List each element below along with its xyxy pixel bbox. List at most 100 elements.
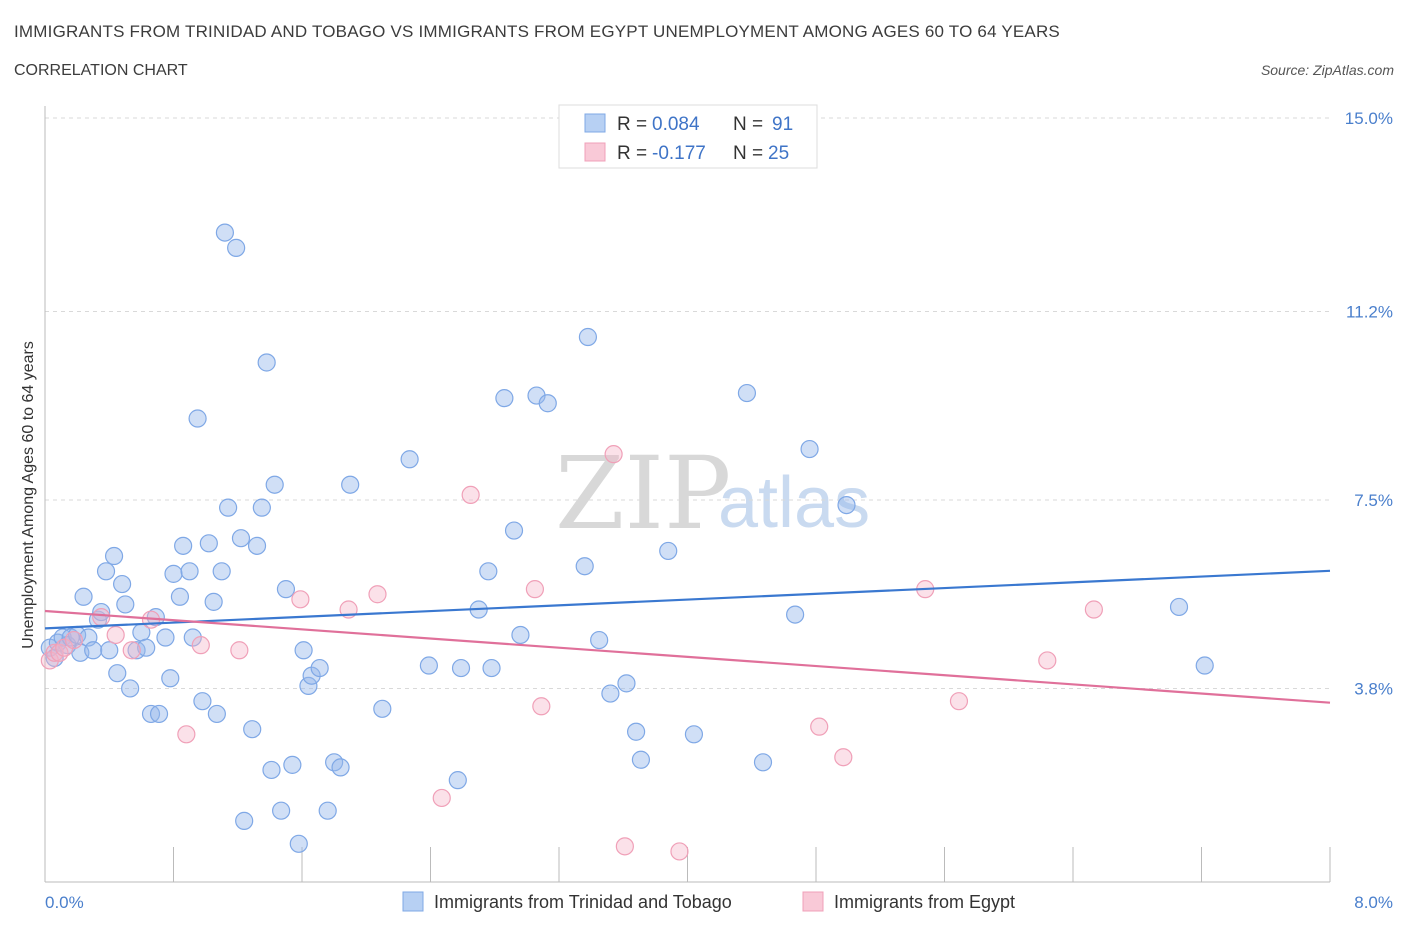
point-eg bbox=[461, 485, 480, 505]
point-eg bbox=[106, 625, 125, 645]
point-tt bbox=[601, 684, 620, 703]
point-tt bbox=[262, 760, 281, 780]
watermark-atlas: atlas bbox=[718, 463, 870, 543]
point-tt bbox=[243, 720, 262, 739]
point-tt bbox=[116, 595, 135, 614]
axes bbox=[44, 106, 1331, 883]
trend-line-tt bbox=[44, 569, 1331, 630]
legend-n-value: 25 bbox=[768, 143, 789, 164]
point-tt bbox=[164, 564, 183, 583]
point-tt bbox=[174, 536, 193, 555]
point-tt bbox=[265, 475, 284, 494]
point-tt bbox=[146, 608, 165, 627]
legend-n-label: N = bbox=[733, 114, 763, 135]
point-tt bbox=[180, 562, 199, 581]
point-tt bbox=[161, 669, 180, 688]
point-eg bbox=[949, 692, 969, 711]
legend-r-value: -0.177 bbox=[652, 143, 706, 164]
point-tt bbox=[289, 834, 308, 853]
bottom-legend-label-eg: Immigrants from Egypt bbox=[834, 892, 1015, 912]
point-tt bbox=[495, 389, 514, 408]
point-tt bbox=[631, 750, 651, 769]
legend-r-label: R = bbox=[617, 143, 647, 164]
point-tt bbox=[204, 592, 223, 611]
point-tt bbox=[276, 580, 296, 599]
series-trinidad-tobago bbox=[40, 223, 1214, 853]
point-tt bbox=[247, 536, 267, 555]
point-tt bbox=[479, 562, 498, 581]
point-tt bbox=[659, 541, 678, 561]
point-tt bbox=[272, 801, 291, 820]
point-tt bbox=[257, 353, 276, 372]
point-tt bbox=[737, 383, 757, 403]
point-tt bbox=[373, 699, 392, 718]
point-eg bbox=[177, 725, 196, 744]
point-eg bbox=[64, 630, 84, 650]
source-credit: Source: ZipAtlas.com bbox=[1260, 62, 1394, 78]
point-tt bbox=[538, 394, 557, 413]
y-tick-label: 11.2% bbox=[1346, 303, 1393, 322]
point-tt bbox=[753, 753, 773, 772]
point-tt bbox=[137, 638, 156, 657]
point-tt bbox=[318, 801, 337, 820]
y-tick-label: 3.8% bbox=[1354, 679, 1393, 698]
point-tt bbox=[283, 755, 302, 774]
point-tt bbox=[74, 587, 93, 606]
point-eg bbox=[810, 717, 829, 736]
point-eg bbox=[432, 788, 451, 808]
point-tt bbox=[511, 625, 530, 645]
y-tick-label: 7.5% bbox=[1354, 491, 1393, 510]
watermark-zip: ZIP bbox=[555, 435, 731, 552]
point-eg bbox=[92, 608, 111, 627]
point-tt bbox=[112, 574, 132, 594]
point-eg bbox=[50, 643, 69, 662]
point-tt bbox=[299, 676, 318, 696]
point-eg bbox=[1084, 600, 1103, 619]
point-tt bbox=[104, 546, 124, 566]
point-tt bbox=[617, 674, 636, 693]
grid bbox=[45, 117, 1330, 689]
point-tt bbox=[331, 758, 350, 777]
x-tick-label: 8.0% bbox=[1354, 893, 1393, 912]
point-tt bbox=[448, 771, 467, 790]
point-tt bbox=[294, 641, 313, 660]
point-tt bbox=[684, 725, 704, 744]
point-tt bbox=[84, 641, 103, 660]
series-legend: Immigrants from Trinidad and Tobago Immi… bbox=[402, 891, 1015, 912]
legend-n-label: N = bbox=[733, 143, 763, 164]
legend-r-label: R = bbox=[617, 114, 647, 135]
point-tt bbox=[786, 605, 805, 624]
point-tt bbox=[590, 630, 609, 650]
point-tt bbox=[800, 439, 819, 459]
point-tt bbox=[188, 409, 207, 428]
point-tt bbox=[193, 692, 212, 711]
point-tt bbox=[1169, 597, 1189, 617]
point-tt bbox=[219, 498, 238, 517]
watermark: ZIP atlas bbox=[555, 435, 870, 552]
point-eg bbox=[604, 445, 623, 464]
point-eg bbox=[122, 641, 141, 660]
point-eg bbox=[834, 748, 853, 767]
legend-swatch-tt bbox=[584, 113, 606, 133]
point-eg bbox=[291, 590, 310, 609]
point-tt bbox=[156, 628, 175, 647]
y-tick-labels: 3.8% 7.5% 11.2% 15.0% bbox=[1345, 109, 1393, 698]
point-tt bbox=[310, 658, 329, 678]
point-eg bbox=[615, 837, 634, 856]
point-tt bbox=[121, 679, 140, 698]
point-tt bbox=[231, 529, 251, 548]
point-tt bbox=[207, 704, 226, 724]
point-tt bbox=[451, 658, 471, 678]
point-tt bbox=[235, 811, 254, 830]
point-tt bbox=[1195, 656, 1214, 675]
point-tt bbox=[199, 534, 218, 553]
bottom-legend-swatch-eg bbox=[802, 891, 824, 912]
point-eg bbox=[532, 697, 551, 716]
point-tt bbox=[212, 562, 231, 581]
point-eg bbox=[45, 643, 64, 662]
point-tt bbox=[578, 327, 598, 347]
point-tt bbox=[837, 495, 856, 515]
legend-n-value: 91 bbox=[772, 114, 793, 135]
chart-title: IMMIGRANTS FROM TRINIDAD AND TOBAGO VS I… bbox=[14, 22, 1060, 41]
legend-swatch-eg bbox=[584, 142, 606, 162]
